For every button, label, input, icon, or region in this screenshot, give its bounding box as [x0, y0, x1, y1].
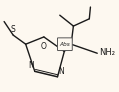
Text: O: O [40, 42, 46, 51]
Text: Abs: Abs [60, 42, 70, 47]
Text: NH₂: NH₂ [99, 48, 116, 57]
FancyBboxPatch shape [57, 38, 72, 51]
Text: N: N [58, 67, 64, 76]
Text: N: N [28, 61, 34, 70]
Text: S: S [10, 25, 15, 34]
